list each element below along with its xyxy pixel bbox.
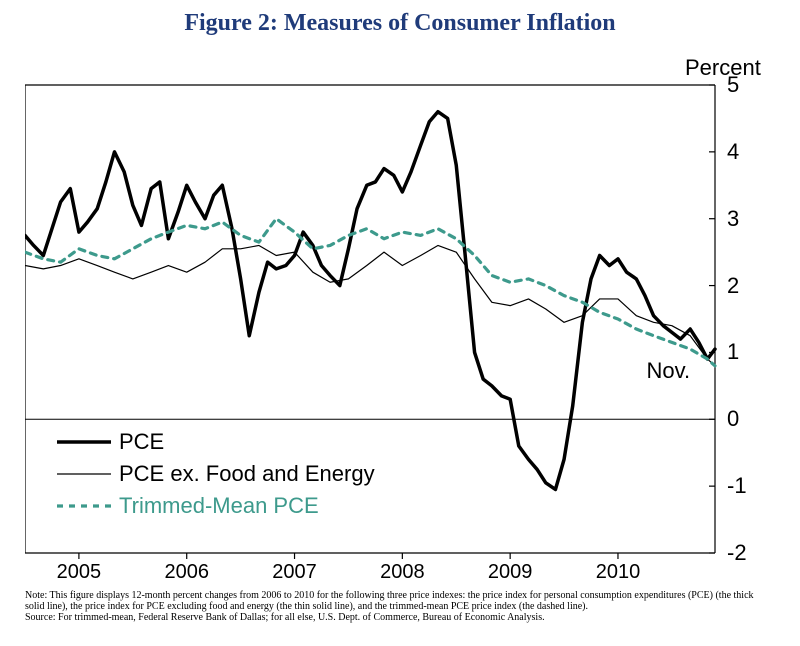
figure-title: Figure 2: Measures of Consumer Inflation [0, 10, 800, 37]
legend-item-pce: PCE [55, 427, 375, 457]
legend-swatch-core [55, 463, 113, 485]
y-tick-label: -2 [727, 540, 747, 566]
x-tick-label: 2006 [164, 561, 209, 584]
y-tick-label: 3 [727, 206, 739, 232]
y-tick-label: 2 [727, 273, 739, 299]
legend-item-trimmed: Trimmed-Mean PCE [55, 491, 375, 521]
footnote: Note: This figure displays 12-month perc… [25, 590, 775, 623]
y-tick-label: 5 [727, 72, 739, 98]
footnote-line-1: Note: This figure displays 12-month perc… [25, 590, 775, 612]
nov-label: Nov. [646, 358, 690, 384]
x-tick-label: 2010 [596, 561, 641, 584]
x-tick-label: 2008 [380, 561, 425, 584]
y-tick-label: 1 [727, 339, 739, 365]
x-tick-label: 2005 [57, 561, 102, 584]
y-tick-label: 0 [727, 406, 739, 432]
legend-swatch-pce [55, 431, 113, 453]
page: Figure 2: Measures of Consumer Inflation… [0, 0, 800, 646]
legend-label-pce: PCE [119, 429, 164, 455]
legend-item-core: PCE ex. Food and Energy [55, 459, 375, 489]
chart-area: Percent Nov. -2-1012345 2005200620072008… [25, 55, 775, 585]
legend-swatch-trimmed [55, 495, 113, 517]
y-tick-label: -1 [727, 473, 747, 499]
legend-label-trimmed: Trimmed-Mean PCE [119, 493, 319, 519]
y-tick-label: 4 [727, 139, 739, 165]
x-tick-label: 2009 [488, 561, 533, 584]
x-tick-label: 2007 [272, 561, 317, 584]
legend: PCE PCE ex. Food and Energy Trimmed-Mean P… [55, 425, 375, 523]
legend-label-core: PCE ex. Food and Energy [119, 461, 375, 487]
footnote-line-2: Source: For trimmed-mean, Federal Reserv… [25, 612, 775, 623]
